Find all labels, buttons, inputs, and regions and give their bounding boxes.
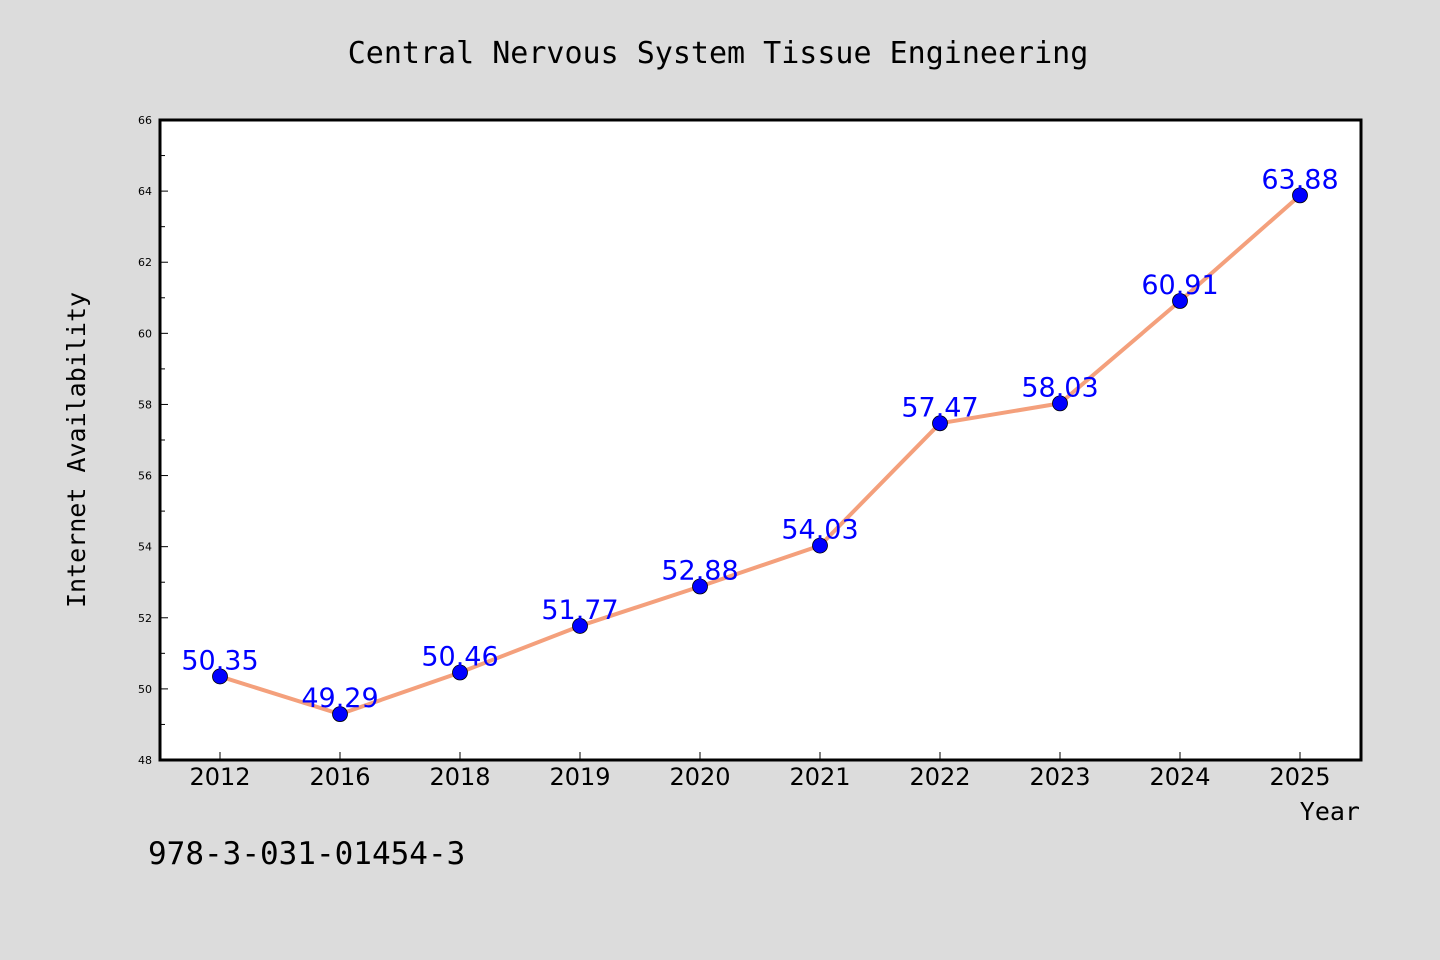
x-tick-label: 2012 bbox=[189, 763, 250, 791]
y-tick-label: 48 bbox=[138, 754, 152, 767]
data-point bbox=[932, 415, 948, 432]
chart-title: Central Nervous System Tissue Engineerin… bbox=[348, 36, 1089, 71]
y-tick-label: 60 bbox=[138, 327, 152, 340]
y-tick-label: 66 bbox=[138, 114, 152, 127]
isbn-footnote: 978-3-031-01454-3 bbox=[148, 836, 465, 872]
y-tick-label: 56 bbox=[138, 470, 152, 483]
data-point bbox=[1172, 293, 1188, 309]
data-value-label: 57.47 bbox=[901, 392, 978, 423]
data-point bbox=[332, 706, 348, 723]
y-tick-label: 58 bbox=[138, 398, 152, 411]
data-value-label: 52.88 bbox=[661, 555, 738, 586]
data-value-label: 50.46 bbox=[421, 642, 498, 673]
data-markers bbox=[212, 187, 1308, 723]
y-axis-label: Internet Availability bbox=[62, 292, 91, 608]
data-point bbox=[812, 537, 828, 554]
data-point bbox=[1292, 187, 1308, 204]
data-value-label: 50.35 bbox=[181, 645, 258, 676]
data-point bbox=[452, 664, 468, 681]
data-value-label: 63.88 bbox=[1261, 164, 1338, 195]
data-point bbox=[692, 578, 708, 595]
y-axis: 48 50 52 54 56 58 60 62 64 66 bbox=[138, 114, 168, 767]
x-tick-label: 2019 bbox=[549, 763, 610, 791]
data-labels: 50.35 49.29 50.46 51.77 52.88 54.03 57.47 58.03… bbox=[181, 164, 1338, 714]
data-point bbox=[1052, 395, 1068, 412]
y-tick-label: 62 bbox=[138, 256, 152, 269]
data-point bbox=[572, 618, 588, 634]
x-tick-label: 2020 bbox=[669, 763, 730, 791]
y-tick-label: 52 bbox=[138, 612, 152, 625]
x-axis: 2012 2016 2018 2019 2020 2021 2022 2023 2024 2025 bbox=[189, 752, 1331, 791]
data-value-label: 51.77 bbox=[541, 595, 618, 626]
x-tick-label: 2016 bbox=[309, 763, 370, 791]
x-tick-label: 2022 bbox=[909, 763, 970, 791]
series-line-group bbox=[218, 193, 1302, 717]
data-value-label: 49.29 bbox=[301, 683, 378, 714]
data-value-label: 54.03 bbox=[781, 515, 858, 546]
data-point bbox=[212, 668, 228, 685]
x-tick-label: 2018 bbox=[429, 763, 490, 791]
y-tick-label: 54 bbox=[138, 541, 152, 554]
x-tick-label: 2021 bbox=[789, 763, 850, 791]
x-tick-label: 2025 bbox=[1269, 763, 1330, 791]
series-line bbox=[218, 193, 1302, 717]
x-tick-label: 2023 bbox=[1029, 763, 1090, 791]
data-value-label: 60.91 bbox=[1141, 270, 1218, 301]
y-tick-label: 50 bbox=[138, 683, 152, 696]
y-tick-label: 64 bbox=[138, 185, 152, 198]
x-axis-label: Year bbox=[1300, 797, 1360, 826]
x-tick-label: 2024 bbox=[1149, 763, 1210, 791]
data-value-label: 58.03 bbox=[1021, 372, 1098, 403]
plot-area bbox=[158, 118, 1363, 762]
